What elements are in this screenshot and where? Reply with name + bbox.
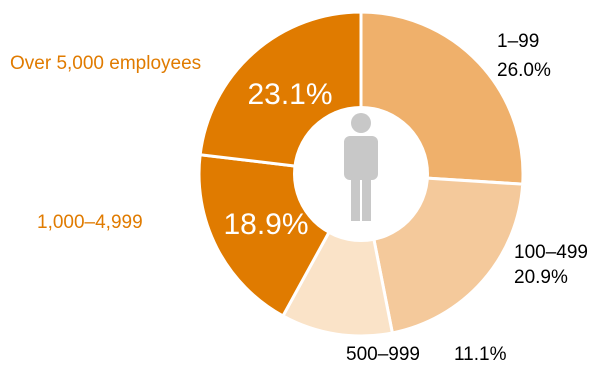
- value-100-499: 20.9%: [514, 267, 568, 288]
- value-1-99: 26.0%: [497, 60, 551, 81]
- value-500-999: 11.1%: [454, 344, 507, 365]
- person-icon: [344, 113, 378, 221]
- label-1-99: 1–99: [497, 31, 539, 52]
- label-500-999: 500–999: [346, 344, 420, 365]
- label-100-499: 100–499: [514, 242, 588, 263]
- slices-group: [197, 10, 525, 338]
- label-over-5000: Over 5,000 employees: [10, 53, 201, 74]
- label-1000-4999: 1,000–4,999: [37, 212, 143, 233]
- value-1000-4999: 18.9%: [223, 208, 308, 241]
- value-over-5000: 23.1%: [247, 78, 332, 111]
